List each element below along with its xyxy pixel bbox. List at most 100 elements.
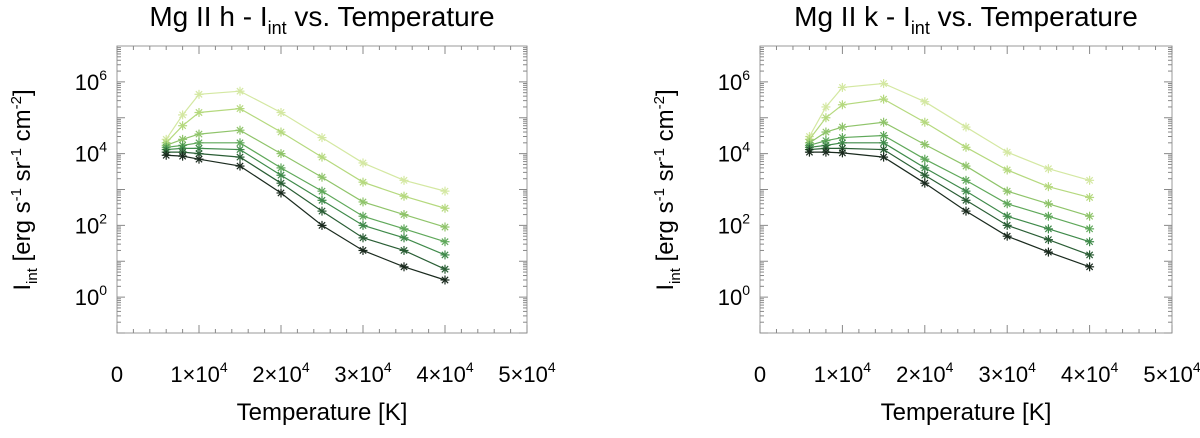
x-tick-label: 0 bbox=[111, 362, 123, 387]
chart-title: Mg II h - Iint vs. Temperature bbox=[149, 1, 494, 38]
data-point bbox=[821, 127, 831, 137]
data-point bbox=[440, 203, 450, 213]
x-tick-label: 4×104 bbox=[1061, 359, 1119, 387]
data-point bbox=[1043, 182, 1053, 192]
x-tick-label: 4×104 bbox=[416, 359, 474, 387]
data-point bbox=[1002, 199, 1012, 209]
data-point bbox=[194, 154, 204, 164]
series-line bbox=[166, 154, 446, 281]
data-point bbox=[961, 175, 971, 185]
data-point bbox=[194, 149, 204, 159]
y-tick-label: 102 bbox=[75, 210, 107, 238]
data-point bbox=[920, 154, 930, 164]
data-point bbox=[399, 262, 409, 272]
data-point bbox=[235, 138, 245, 148]
series-3 bbox=[804, 117, 1095, 221]
data-point bbox=[399, 210, 409, 220]
data-point bbox=[821, 113, 831, 123]
data-point bbox=[1085, 224, 1095, 234]
data-point bbox=[804, 147, 814, 157]
data-point bbox=[961, 206, 971, 216]
data-point bbox=[194, 108, 204, 118]
data-point bbox=[276, 149, 286, 159]
data-point bbox=[1002, 220, 1012, 230]
series-line bbox=[165, 107, 446, 209]
data-point bbox=[821, 102, 831, 112]
data-point bbox=[178, 121, 188, 131]
data-point bbox=[358, 233, 368, 243]
series-5 bbox=[161, 143, 450, 260]
data-point bbox=[920, 178, 930, 188]
data-point bbox=[1043, 164, 1053, 174]
data-point bbox=[440, 186, 450, 196]
data-point bbox=[317, 206, 327, 216]
data-point bbox=[1002, 211, 1012, 221]
data-point bbox=[317, 186, 327, 196]
data-point bbox=[317, 220, 327, 230]
data-point bbox=[358, 177, 368, 187]
data-point bbox=[276, 108, 286, 118]
data-point bbox=[399, 224, 409, 234]
data-point bbox=[920, 97, 930, 107]
x-tick-label: 0 bbox=[754, 362, 766, 387]
data-point bbox=[821, 147, 831, 157]
data-point bbox=[1002, 147, 1012, 157]
x-tick-label: 5×104 bbox=[498, 359, 556, 387]
series-7 bbox=[161, 150, 450, 285]
data-point bbox=[961, 186, 971, 196]
data-point bbox=[879, 79, 889, 89]
data-point bbox=[399, 175, 409, 185]
x-axis-label: Temperature [K] bbox=[237, 399, 408, 426]
y-tick-label: 100 bbox=[75, 282, 107, 310]
data-point bbox=[837, 82, 847, 92]
data-point bbox=[317, 152, 327, 162]
y-axis-label: Iint [erg s-1 sr-1 cm-2] bbox=[8, 89, 41, 290]
x-tick-label: 2×104 bbox=[896, 359, 954, 387]
data-point bbox=[1043, 211, 1053, 221]
series-line bbox=[166, 142, 446, 243]
data-point bbox=[317, 195, 327, 205]
y-tick-label: 100 bbox=[718, 282, 750, 310]
data-point bbox=[276, 163, 286, 173]
x-tick-label: 3×104 bbox=[334, 359, 392, 387]
data-point bbox=[1043, 247, 1053, 257]
series-1 bbox=[804, 79, 1095, 185]
data-point bbox=[399, 245, 409, 255]
data-point bbox=[440, 250, 450, 260]
y-tick-label: 106 bbox=[75, 67, 107, 95]
data-point bbox=[317, 133, 327, 143]
chart-title: Mg II k - Iint vs. Temperature bbox=[794, 1, 1138, 38]
data-point bbox=[879, 145, 889, 155]
data-point bbox=[961, 122, 971, 132]
data-point bbox=[879, 117, 889, 127]
data-point bbox=[317, 172, 327, 182]
data-point bbox=[235, 125, 245, 135]
data-point bbox=[276, 170, 286, 180]
data-point bbox=[1085, 211, 1095, 221]
data-point bbox=[920, 117, 930, 127]
data-point bbox=[879, 94, 889, 104]
data-point bbox=[1085, 250, 1095, 260]
data-point bbox=[440, 264, 450, 274]
data-point bbox=[1043, 199, 1053, 209]
series-line bbox=[808, 82, 1090, 181]
x-tick-label: 1×104 bbox=[170, 359, 228, 387]
series-6 bbox=[804, 143, 1095, 260]
data-point bbox=[837, 138, 847, 148]
chart-panel-2: 100 102 104 106 0 1×104 2×104 3×104 4×104 5×104 Mg… bbox=[651, 1, 1200, 426]
data-point bbox=[1002, 231, 1012, 241]
data-point bbox=[1085, 237, 1095, 247]
data-point bbox=[358, 211, 368, 221]
series-5 bbox=[804, 138, 1095, 247]
data-point bbox=[358, 220, 368, 230]
data-point bbox=[276, 127, 286, 137]
data-point bbox=[837, 100, 847, 110]
data-point bbox=[358, 158, 368, 168]
y-axis-label: Iint [erg s-1 sr-1 cm-2] bbox=[651, 89, 684, 290]
data-point bbox=[1085, 262, 1095, 272]
data-point bbox=[399, 191, 409, 201]
data-point bbox=[235, 145, 245, 155]
data-point bbox=[961, 142, 971, 152]
data-point bbox=[879, 152, 889, 162]
